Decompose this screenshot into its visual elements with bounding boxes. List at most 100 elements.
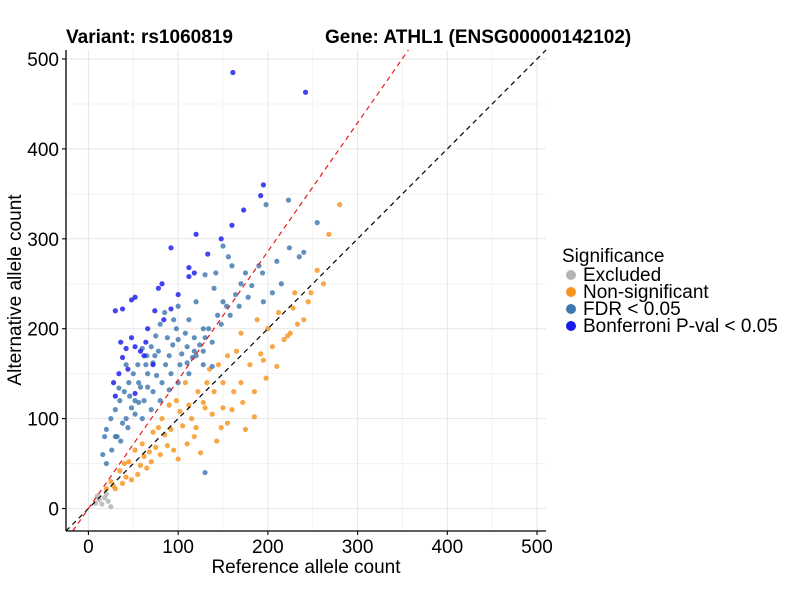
point-fdr-0-05	[209, 363, 215, 370]
point-non-significant	[126, 459, 132, 465]
point-fdr-0-05	[145, 384, 151, 390]
point-non-significant	[132, 447, 138, 453]
point-fdr-0-05	[157, 321, 163, 327]
point-fdr-0-05	[126, 380, 132, 386]
point-fdr-0-05	[103, 426, 109, 433]
point-bonferroni-p-val-0-05	[168, 245, 174, 251]
point-non-significant	[175, 456, 181, 462]
point-bonferroni-p-val-0-05	[118, 339, 124, 345]
reference-lines	[65, 49, 547, 532]
gene-title: Gene: ATHL1 (ENSG00000142102)	[325, 27, 631, 48]
point-non-significant	[159, 416, 165, 422]
point-fdr-0-05	[173, 326, 179, 332]
point-non-significant	[224, 353, 231, 359]
point-fdr-0-05	[249, 282, 255, 289]
point-fdr-0-05	[225, 254, 231, 260]
point-fdr-0-05	[236, 303, 242, 309]
point-excluded	[94, 493, 101, 499]
point-non-significant	[137, 462, 144, 468]
point-fdr-0-05	[193, 353, 199, 359]
point-non-significant	[251, 389, 258, 395]
point-fdr-0-05	[139, 416, 145, 422]
point-fdr-0-05	[232, 291, 239, 298]
point-fdr-0-05	[286, 245, 293, 251]
point-fdr-0-05	[159, 380, 165, 386]
legend-swatch-bonferroni	[566, 321, 576, 331]
point-non-significant	[211, 389, 217, 395]
point-fdr-0-05	[121, 389, 127, 395]
point-fdr-0-05	[136, 399, 142, 406]
point-bonferroni-p-val-0-05	[112, 308, 118, 314]
legend-label-fdr: FDR < 0.05	[583, 299, 681, 320]
point-bonferroni-p-val-0-05	[112, 393, 118, 399]
point-non-significant	[177, 408, 183, 415]
point-bonferroni-p-val-0-05	[116, 371, 122, 377]
reference-line-identity	[65, 49, 547, 532]
point-fdr-0-05	[112, 433, 118, 440]
point-bonferroni-p-val-0-05	[150, 362, 156, 368]
point-non-significant	[337, 202, 343, 208]
point-non-significant	[150, 429, 156, 435]
point-bonferroni-p-val-0-05	[258, 193, 264, 199]
point-bonferroni-p-val-0-05	[205, 251, 211, 257]
point-non-significant	[220, 380, 226, 386]
point-fdr-0-05	[211, 285, 217, 291]
point-fdr-0-05	[229, 263, 235, 269]
point-non-significant	[191, 433, 197, 440]
point-fdr-0-05	[135, 362, 141, 368]
point-fdr-0-05	[202, 469, 208, 476]
point-bonferroni-p-val-0-05	[132, 294, 138, 300]
point-bonferroni-p-val-0-05	[218, 236, 224, 242]
point-fdr-0-05	[200, 326, 206, 332]
point-fdr-0-05	[162, 309, 168, 316]
legend-swatch-excluded	[566, 270, 576, 280]
point-non-significant	[242, 426, 249, 433]
point-fdr-0-05	[119, 420, 126, 426]
point-bonferroni-p-val-0-05	[302, 89, 309, 95]
point-fdr-0-05	[223, 303, 230, 309]
point-fdr-0-05	[213, 270, 219, 276]
point-non-significant	[119, 480, 126, 486]
point-bonferroni-p-val-0-05	[175, 291, 181, 298]
point-non-significant	[180, 423, 186, 429]
point-non-significant	[139, 441, 145, 447]
point-non-significant	[135, 471, 141, 477]
point-bonferroni-p-val-0-05	[141, 353, 147, 359]
point-fdr-0-05	[263, 202, 269, 208]
point-fdr-0-05	[153, 333, 159, 339]
point-non-significant	[184, 441, 190, 447]
point-fdr-0-05	[202, 335, 208, 341]
point-non-significant	[141, 453, 147, 459]
point-non-significant	[146, 449, 153, 455]
point-fdr-0-05	[274, 258, 280, 264]
point-non-significant	[121, 460, 127, 467]
point-non-significant	[173, 398, 179, 404]
point-non-significant	[292, 290, 298, 296]
point-non-significant	[155, 425, 162, 431]
point-non-significant	[240, 399, 246, 406]
point-non-significant	[238, 330, 244, 336]
point-fdr-0-05	[116, 385, 122, 391]
point-non-significant	[202, 405, 208, 411]
point-fdr-0-05	[137, 384, 144, 390]
point-fdr-0-05	[127, 393, 133, 399]
point-non-significant	[231, 389, 237, 395]
point-non-significant	[214, 438, 220, 444]
point-non-significant	[238, 380, 244, 386]
point-fdr-0-05	[117, 398, 123, 404]
point-non-significant	[204, 380, 210, 386]
point-fdr-0-05	[155, 348, 162, 354]
point-fdr-0-05	[220, 243, 226, 249]
point-fdr-0-05	[245, 294, 251, 300]
point-excluded	[103, 491, 109, 497]
legend-swatch-fdr	[566, 304, 576, 314]
point-non-significant	[276, 309, 282, 316]
point-non-significant	[294, 321, 301, 327]
point-fdr-0-05	[209, 339, 215, 345]
point-fdr-0-05	[259, 270, 266, 276]
point-bonferroni-p-val-0-05	[155, 285, 162, 291]
point-fdr-0-05	[200, 348, 206, 354]
point-excluded	[105, 498, 111, 504]
point-non-significant	[215, 362, 222, 368]
